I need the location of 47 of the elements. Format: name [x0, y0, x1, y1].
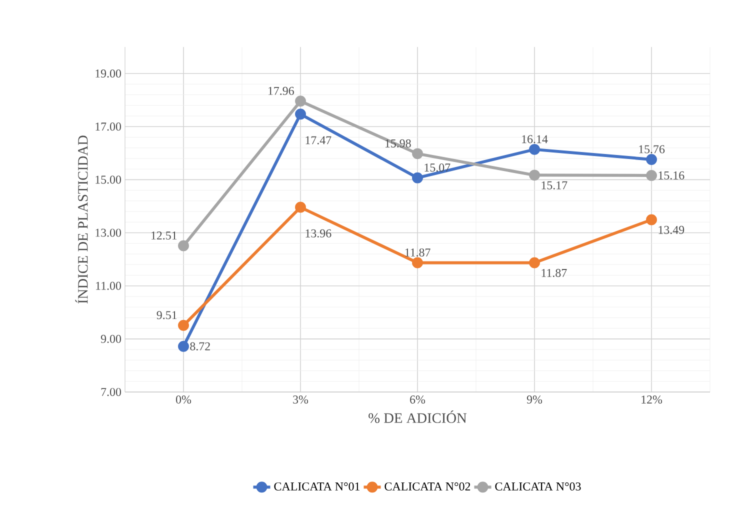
point	[646, 170, 657, 181]
y-tick-label: 9.00	[100, 334, 122, 343]
data-label: 15.17	[542, 181, 568, 190]
x-tick-label: 12%	[642, 396, 662, 404]
x-tick-label: 9%	[526, 396, 542, 404]
point	[295, 96, 306, 107]
x-axis-title: % DE ADICIÓN	[368, 410, 467, 423]
data-label: 13.49	[658, 226, 684, 234]
point	[412, 172, 423, 184]
data-label: 15.16	[658, 171, 684, 180]
x-tick-label: 0%	[176, 396, 192, 404]
y-tick-label: 7.00	[101, 388, 122, 396]
legend-label: CALICATA N°03	[495, 482, 581, 490]
x-tick-label: 3%	[293, 396, 308, 404]
y-axis-title: ÍNDICE DE PLASTICIDAD	[75, 136, 88, 304]
x-tick-label: 6%	[410, 396, 426, 404]
point	[529, 170, 540, 181]
y-tick-label: 17.00	[96, 122, 122, 131]
point	[178, 340, 189, 352]
point	[295, 108, 306, 120]
point	[178, 240, 189, 252]
point	[529, 257, 540, 268]
data-label: 15.98	[385, 139, 411, 148]
legend-label: CALICATA N°02	[384, 482, 470, 490]
y-tick-label: 19.00	[96, 69, 122, 78]
y-tick-label: 15.00	[96, 176, 122, 184]
point	[412, 148, 423, 160]
point	[178, 320, 189, 331]
data-label: 17.47	[306, 136, 332, 144]
data-label: 9.51	[156, 311, 177, 320]
data-label: 11.87	[405, 248, 430, 257]
data-label: 15.07	[424, 164, 450, 172]
data-label: 15.76	[639, 145, 665, 154]
data-label: 8.72	[190, 342, 210, 350]
legend-label: CALICATA N°01	[274, 482, 360, 490]
point	[295, 202, 306, 213]
point	[412, 257, 423, 268]
y-tick-label: 13.00	[96, 228, 122, 237]
point	[646, 154, 657, 166]
point	[646, 214, 657, 226]
data-label: 11.87	[542, 268, 567, 278]
y-tick-label: 11.00	[96, 282, 122, 290]
data-label: 16.14	[522, 135, 548, 144]
point	[529, 144, 540, 155]
data-label: 12.51	[151, 232, 177, 240]
data-label: 13.96	[306, 229, 332, 238]
data-label: 17.96	[268, 86, 294, 95]
